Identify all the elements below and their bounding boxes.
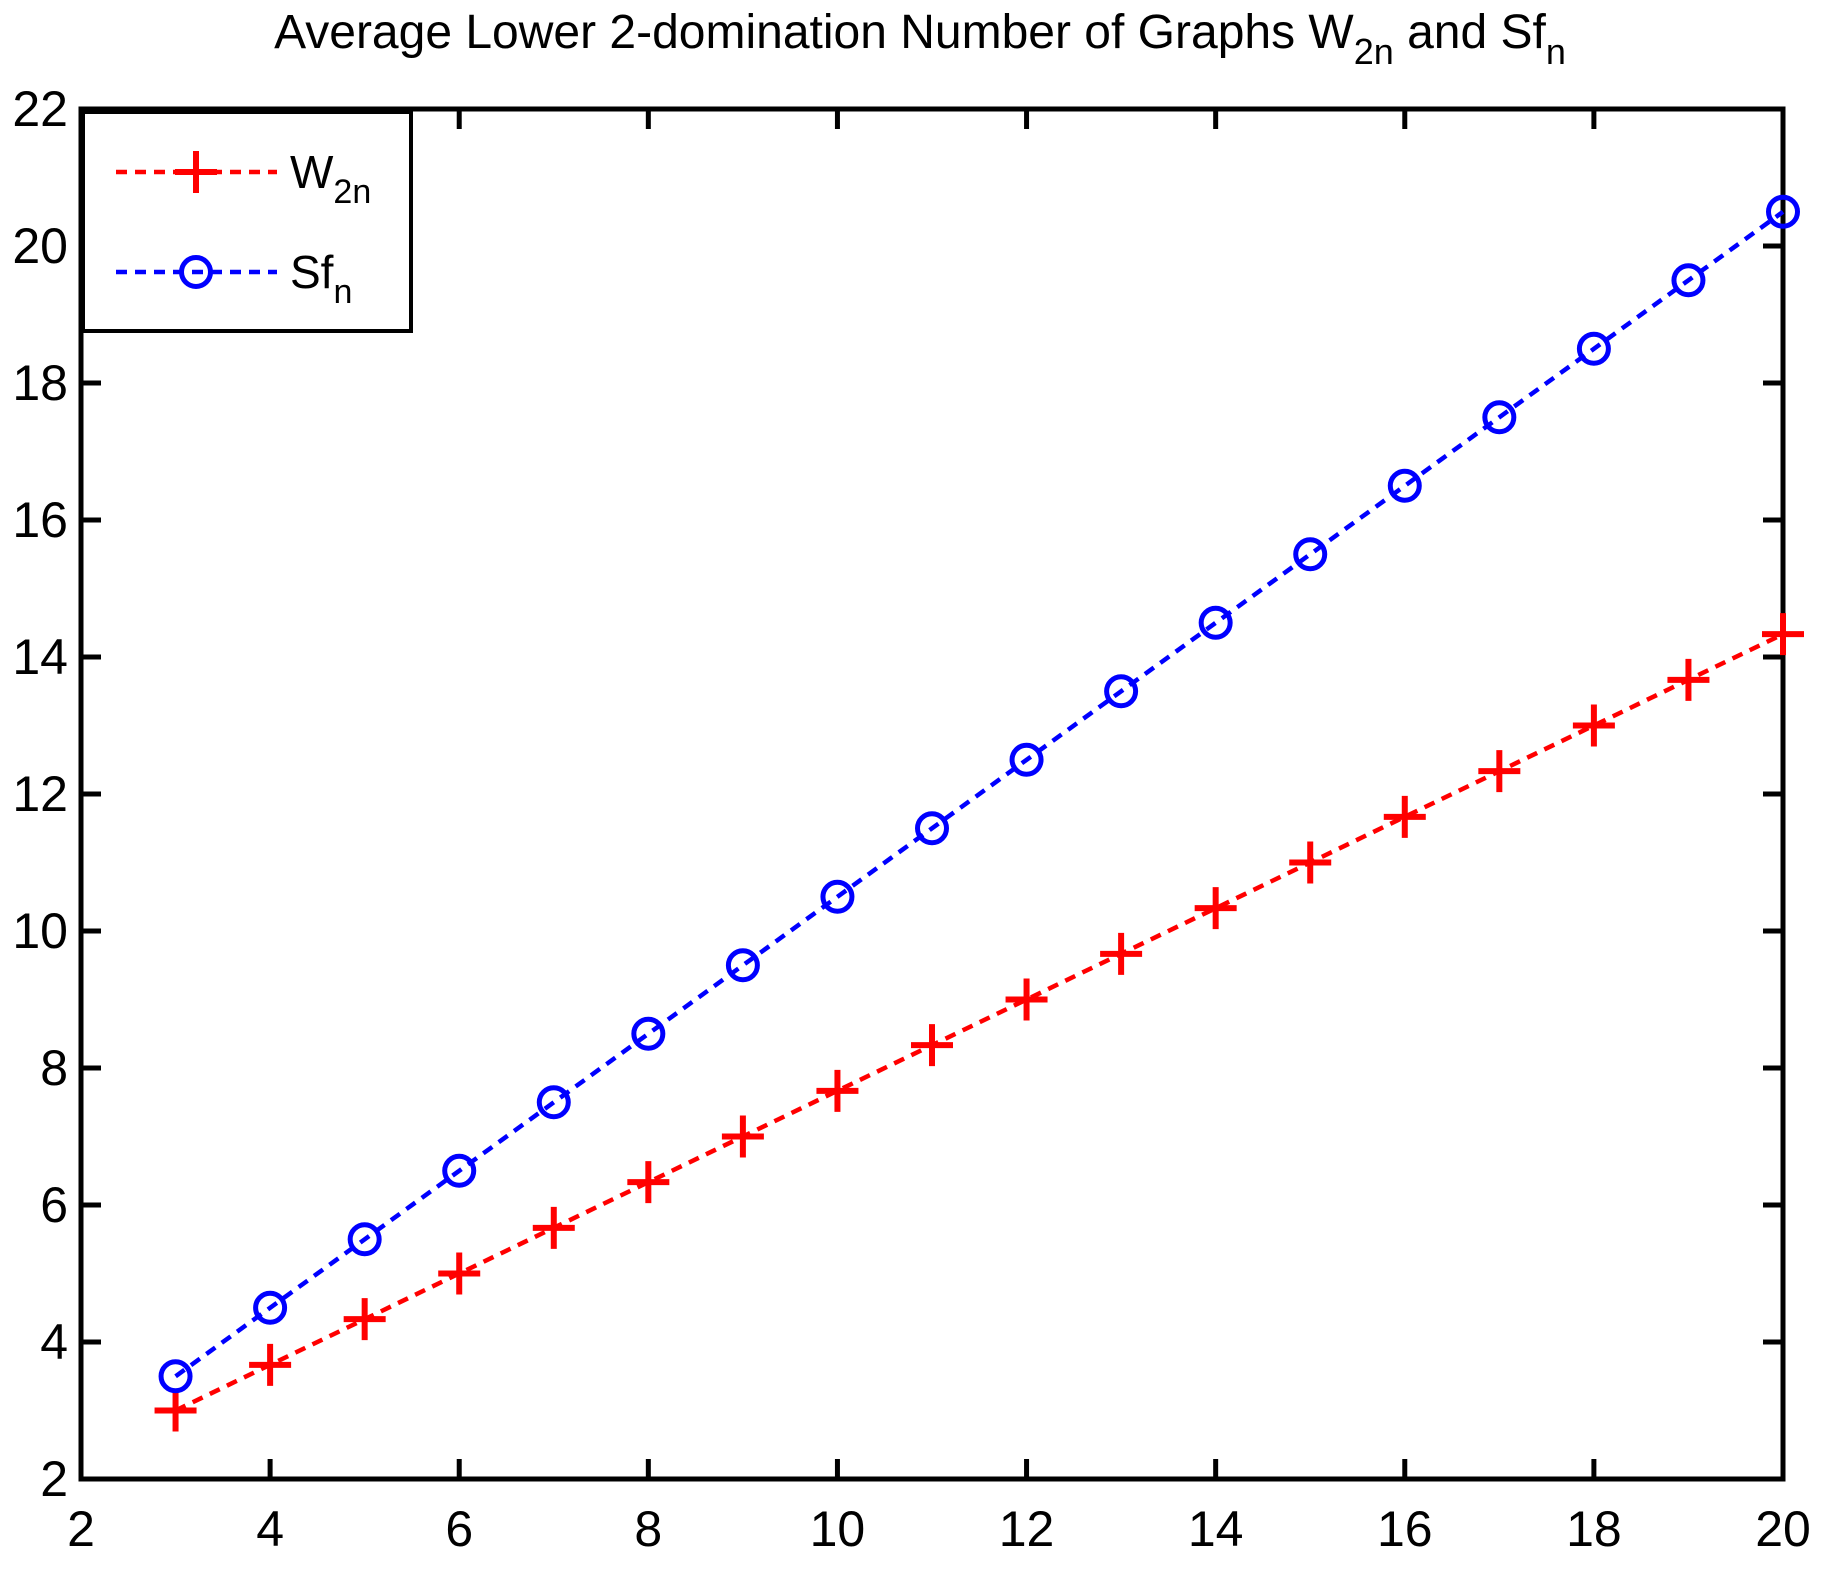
y-tick-label: 8 (40, 1040, 68, 1096)
series-W2n-marker (1478, 750, 1521, 793)
legend-W2n-marker (175, 151, 217, 193)
x-tick-label: 10 (810, 1501, 866, 1557)
series-Sfn-marker (915, 811, 949, 846)
series-W2n-marker (627, 1161, 670, 1204)
series-Sfn-marker (1198, 605, 1233, 640)
series-Sfn-marker (725, 948, 760, 983)
series-Sfn-marker (347, 1222, 382, 1257)
series-Sfn-marker (253, 1290, 288, 1325)
series-Sfn-marker (536, 1085, 571, 1120)
y-tick-label: 14 (12, 629, 68, 685)
series-Sfn-marker (1387, 468, 1422, 503)
series-Sfn-marker (158, 1359, 193, 1394)
chart-title: Average Lower 2-domination Number of Gra… (274, 6, 1566, 72)
series-Sfn-marker (1482, 400, 1517, 435)
series-W2n-marker (1289, 841, 1332, 884)
series-Sfn-marker (820, 879, 855, 914)
series-W2n-marker (154, 1389, 197, 1432)
y-tick-label: 2 (40, 1451, 68, 1507)
series-Sfn-marker (1104, 674, 1139, 709)
x-tick-label: 18 (1566, 1501, 1622, 1557)
x-tick-label: 8 (634, 1501, 662, 1557)
y-tick-label: 16 (12, 492, 68, 548)
series-Sfn-marker (1009, 742, 1044, 777)
series-Sfn-marker (442, 1153, 477, 1188)
x-tick-label: 16 (1377, 1501, 1433, 1557)
series-Sfn-marker (1293, 537, 1328, 572)
series-Sfn-marker (1671, 263, 1706, 298)
legend-box (81, 110, 413, 333)
series-W2n-marker (1194, 887, 1237, 930)
x-tick-label: 20 (1755, 1501, 1811, 1557)
legend-Sfn-marker (179, 255, 213, 289)
y-tick-label: 18 (12, 355, 68, 411)
y-tick-label: 4 (40, 1314, 68, 1370)
series-W2n-marker (911, 1024, 953, 1067)
series-W2n-marker (438, 1252, 481, 1295)
series-W2n-marker (816, 1069, 859, 1112)
series-W2n-marker (249, 1343, 292, 1386)
y-tick-label: 12 (12, 766, 68, 822)
series-W2n-marker (1383, 795, 1426, 838)
y-tick-label: 6 (40, 1177, 68, 1233)
series-W2n-marker (343, 1298, 386, 1341)
x-tick-label: 4 (256, 1501, 284, 1557)
x-tick-label: 6 (445, 1501, 473, 1557)
series-Sfn-marker (631, 1016, 666, 1051)
series-W2n-marker (1100, 932, 1143, 975)
x-tick-label: 12 (999, 1501, 1055, 1557)
x-tick-label: 14 (1188, 1501, 1244, 1557)
series-W2n-marker (1762, 613, 1804, 656)
legend-Sfn-label: Sfn (290, 246, 352, 311)
series-W2n-marker (532, 1206, 575, 1249)
series-W2n-marker (721, 1115, 764, 1158)
legend-W2n-label: W2n (290, 146, 371, 211)
series-Sfn-marker (1766, 194, 1800, 229)
y-tick-label: 20 (12, 218, 68, 274)
series-Sfn-marker (1576, 331, 1611, 366)
series-Sfn-line (174, 209, 1785, 1379)
series-W2n-marker (1667, 658, 1710, 701)
y-tick-label: 22 (12, 81, 68, 137)
series-W2n-marker (1572, 704, 1615, 747)
y-tick-label: 10 (12, 903, 68, 959)
x-tick-label: 2 (67, 1501, 95, 1557)
series-W2n-marker (1005, 978, 1048, 1021)
series-W2n-line (174, 632, 1784, 1413)
